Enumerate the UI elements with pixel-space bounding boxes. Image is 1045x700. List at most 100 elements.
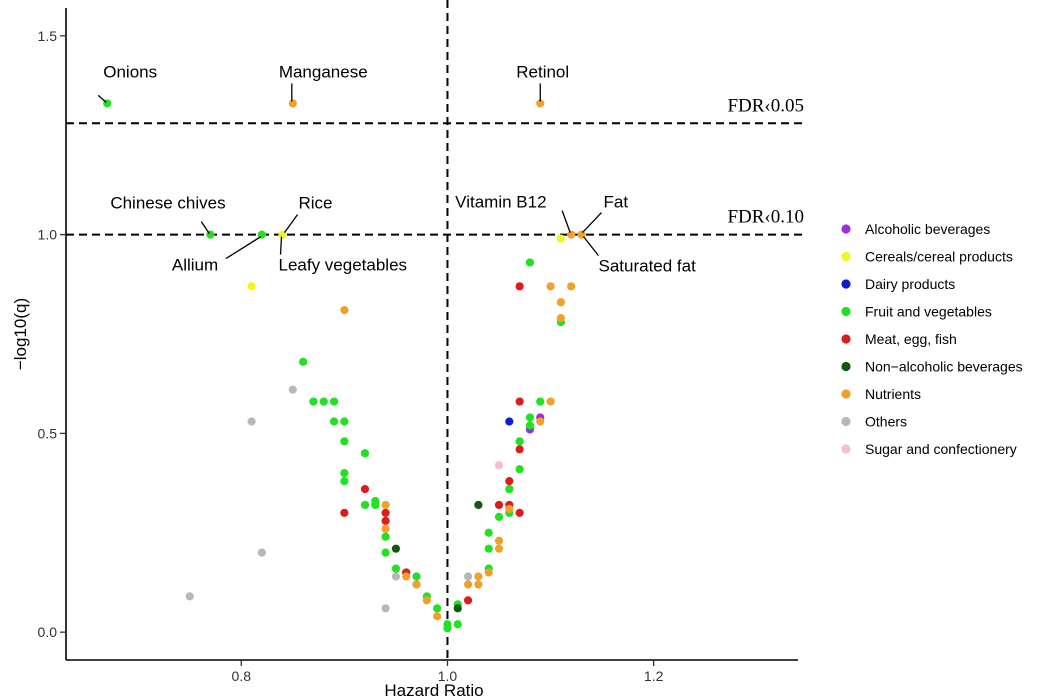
annotation-leader [279, 236, 283, 255]
point-fru [505, 484, 514, 494]
legend-swatch-mea [841, 334, 851, 344]
point-mea [505, 476, 514, 486]
legend-swatch-oth [841, 416, 851, 427]
point-fru [360, 500, 370, 510]
point-annotations: Onions Manganese Retinol Chinese chives Rice… [97, 62, 696, 276]
point-fru [360, 449, 370, 458]
legend-swatch-sug [841, 444, 851, 454]
point-fru [525, 258, 535, 267]
point-nut [474, 580, 483, 589]
legend-label-non: Non−alcoholic beverages [865, 359, 1023, 375]
point-cer [247, 282, 256, 291]
point-fru [371, 500, 380, 510]
point-mea [515, 508, 524, 518]
annotation-label: Vitamin B12 [455, 193, 546, 212]
point-fru [340, 417, 349, 426]
data-points [103, 99, 586, 633]
y-tick-label: 0.0 [38, 624, 58, 640]
point-sug [494, 461, 504, 470]
reference-lines: FDR‹0.05 FDR‹0.10 [66, 0, 804, 660]
point-nut [412, 580, 421, 589]
annotation-label: Retinol [516, 62, 569, 81]
legend-label-dai: Dairy products [865, 276, 955, 292]
point-nut [288, 99, 297, 108]
point-fru [309, 397, 318, 406]
point-fru [494, 512, 504, 521]
point-fru [433, 604, 442, 613]
x-tick-label: 1.2 [644, 668, 664, 684]
point-mea [463, 596, 473, 605]
annotation-label: Allium [172, 256, 218, 275]
point-oth [257, 548, 266, 557]
point-nut [340, 306, 349, 315]
point-fru [381, 548, 390, 557]
point-nut [556, 313, 565, 323]
point-fru [299, 357, 308, 366]
annotation-label: Rice [299, 194, 333, 213]
annotation-label: Fat [603, 193, 628, 212]
legend-label-cer: Cereals/cereal products [865, 249, 1013, 265]
point-nut [546, 282, 555, 291]
point-nut [474, 572, 483, 581]
point-nut [422, 596, 431, 605]
point-non [453, 604, 462, 613]
point-fru [536, 397, 545, 406]
point-fru [515, 437, 524, 446]
y-tick-label: 1.5 [38, 28, 58, 44]
point-mea [381, 516, 390, 525]
point-nut [494, 544, 504, 553]
point-fru [525, 421, 535, 430]
legend-swatch-alc [841, 224, 851, 234]
point-non [474, 500, 483, 510]
point-fru [329, 417, 339, 426]
annotation-leader [582, 236, 600, 257]
point-nut [433, 612, 442, 621]
point-nut [567, 230, 576, 239]
y-tick-label: 0.5 [38, 425, 58, 441]
legend-swatch-nut [841, 389, 851, 399]
point-nut [381, 524, 390, 533]
point-cer [556, 234, 565, 243]
point-oth [288, 385, 297, 394]
point-nut [402, 572, 411, 581]
y-axis-label: −log10(q) [11, 298, 30, 370]
point-mea [515, 282, 524, 291]
point-fru [412, 572, 421, 581]
point-nut [505, 504, 514, 514]
legend: Alcoholic beverages Cereals/cereal produc… [841, 221, 1023, 457]
point-mea [340, 508, 349, 518]
threshold-label-fdr010: FDR‹0.10 [727, 207, 804, 228]
point-fru [340, 469, 349, 478]
point-mea [515, 397, 524, 406]
legend-swatch-cer [841, 251, 851, 262]
point-fru [484, 528, 493, 537]
point-mea [494, 500, 504, 510]
point-nut [556, 298, 565, 307]
annotation-label: Onions [103, 62, 157, 81]
point-nut [494, 536, 504, 545]
legend-label-nut: Nutrients [865, 386, 921, 402]
axis-ticks: 0.8 1.0 1.2 0.0 0.5 1.0 1.5 [38, 28, 664, 684]
legend-label-oth: Others [865, 414, 907, 430]
x-axis-label: Hazard Ratio [384, 681, 483, 700]
plot-axes [65, 8, 798, 661]
annotation-leader [283, 214, 299, 233]
legend-swatch-dai [841, 279, 851, 289]
point-non [391, 544, 401, 553]
point-nut [536, 417, 545, 426]
point-nut [546, 397, 555, 406]
point-fru [381, 532, 390, 541]
point-oth [247, 417, 256, 426]
legend-label-sug: Sugar and confectionery [865, 441, 1017, 457]
legend-swatch-non [841, 361, 851, 372]
point-oth [185, 592, 194, 601]
annotation-leader [97, 94, 107, 103]
y-tick-label: 1.0 [38, 227, 58, 243]
point-fru [484, 544, 493, 553]
point-dai [505, 417, 514, 426]
point-nut [381, 500, 390, 510]
legend-swatch-fru [841, 306, 851, 317]
point-fru [443, 624, 452, 633]
point-fru [453, 620, 462, 629]
annotation-label: Manganese [279, 62, 368, 81]
